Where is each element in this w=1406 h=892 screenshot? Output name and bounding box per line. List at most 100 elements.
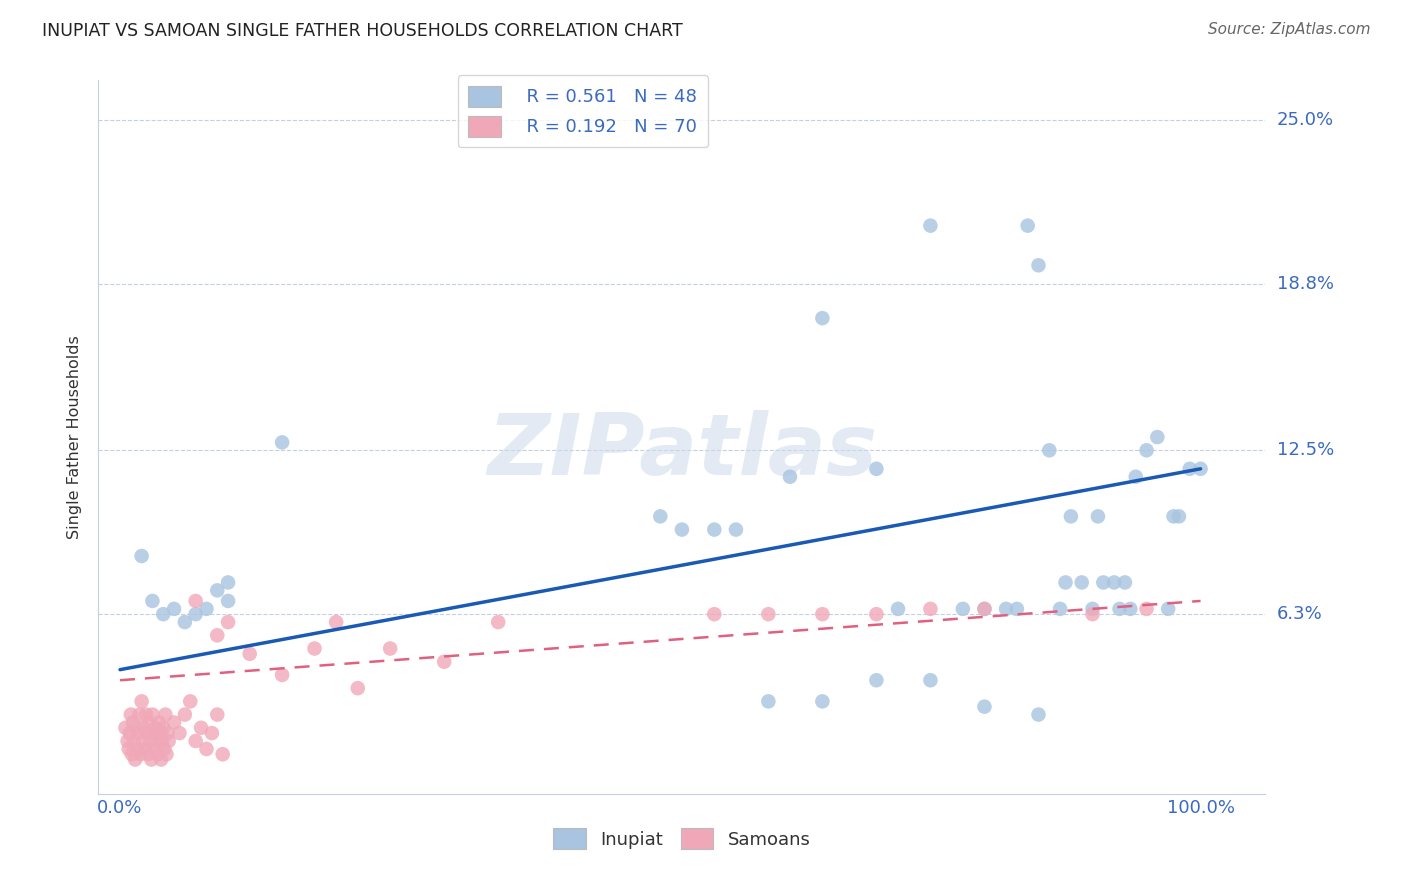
Point	[703, 607, 725, 622]
Point	[865, 607, 887, 622]
Point	[139, 734, 162, 748]
Point	[207, 707, 229, 722]
Text: 12.5%: 12.5%	[1277, 442, 1334, 459]
Point	[650, 509, 672, 524]
Point	[127, 726, 149, 740]
Point	[1028, 707, 1050, 722]
Point	[1038, 443, 1060, 458]
Point	[1054, 575, 1077, 590]
Point	[1108, 602, 1130, 616]
Point	[136, 747, 159, 762]
Point	[346, 681, 368, 695]
Point	[141, 752, 163, 766]
Point	[131, 694, 153, 708]
Point	[756, 607, 779, 622]
Point	[1028, 258, 1050, 272]
Text: 6.3%: 6.3%	[1277, 605, 1322, 624]
Point	[201, 726, 224, 740]
Point	[184, 607, 207, 622]
Point	[135, 707, 157, 722]
Point	[1189, 462, 1212, 476]
Point	[122, 715, 145, 730]
Point	[811, 311, 834, 326]
Point	[973, 602, 995, 616]
Point	[163, 602, 186, 616]
Legend: Inupiat, Samoans: Inupiat, Samoans	[546, 821, 818, 856]
Point	[195, 742, 218, 756]
Point	[121, 747, 143, 762]
Point	[1092, 575, 1115, 590]
Point	[1114, 575, 1136, 590]
Point	[378, 641, 402, 656]
Point	[1005, 602, 1028, 616]
Point	[114, 721, 136, 735]
Point	[179, 694, 201, 708]
Point	[756, 694, 779, 708]
Point	[1017, 219, 1039, 233]
Point	[153, 742, 176, 756]
Point	[155, 707, 177, 722]
Point	[271, 668, 294, 682]
Point	[124, 752, 146, 766]
Point	[724, 523, 747, 537]
Point	[1049, 602, 1071, 616]
Point	[217, 575, 239, 590]
Point	[129, 747, 152, 762]
Point	[157, 734, 180, 748]
Point	[217, 615, 239, 629]
Point	[134, 742, 156, 756]
Point	[155, 747, 177, 762]
Point	[141, 707, 163, 722]
Point	[271, 435, 294, 450]
Point	[169, 726, 191, 740]
Point	[132, 721, 155, 735]
Point	[865, 673, 887, 688]
Point	[152, 721, 174, 735]
Point	[920, 219, 942, 233]
Point	[995, 602, 1018, 616]
Point	[239, 647, 262, 661]
Point	[207, 628, 229, 642]
Point	[1125, 469, 1147, 483]
Point	[325, 615, 347, 629]
Point	[142, 726, 165, 740]
Point	[1119, 602, 1142, 616]
Point	[184, 594, 207, 608]
Point	[146, 734, 169, 748]
Point	[150, 752, 173, 766]
Point	[117, 734, 139, 748]
Point	[138, 715, 160, 730]
Point	[149, 726, 172, 740]
Point	[671, 523, 693, 537]
Point	[125, 721, 148, 735]
Point	[433, 655, 456, 669]
Point	[1081, 607, 1104, 622]
Point	[156, 726, 179, 740]
Point	[1060, 509, 1083, 524]
Point	[1087, 509, 1109, 524]
Point	[1178, 462, 1201, 476]
Text: 25.0%: 25.0%	[1277, 111, 1334, 129]
Point	[146, 747, 169, 762]
Point	[120, 707, 142, 722]
Point	[1102, 575, 1125, 590]
Point	[148, 715, 170, 730]
Point	[811, 607, 834, 622]
Point	[152, 607, 174, 622]
Point	[703, 523, 725, 537]
Point	[779, 469, 801, 483]
Point	[952, 602, 974, 616]
Point	[141, 594, 163, 608]
Point	[920, 602, 942, 616]
Point	[1163, 509, 1185, 524]
Point	[217, 594, 239, 608]
Point	[118, 726, 141, 740]
Point	[128, 707, 150, 722]
Point	[118, 742, 141, 756]
Point	[122, 734, 145, 748]
Point	[973, 699, 995, 714]
Point	[143, 742, 166, 756]
Point	[195, 602, 218, 616]
Point	[132, 734, 155, 748]
Point	[1070, 575, 1092, 590]
